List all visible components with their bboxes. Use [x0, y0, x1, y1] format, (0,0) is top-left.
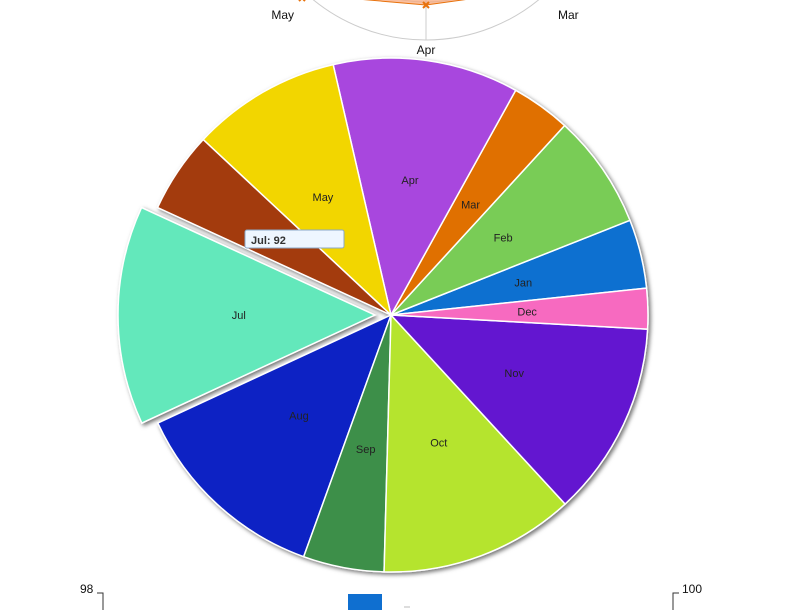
pie-slice-aug[interactable] — [156, 313, 393, 558]
pie-label-feb: Feb — [494, 233, 513, 245]
tooltip-box — [244, 229, 345, 249]
radar-point — [298, 0, 306, 2]
pie-slice-oct[interactable] — [383, 313, 567, 573]
gauge-max-label: 100 — [682, 582, 702, 596]
pie-label-dec: Dec — [517, 307, 537, 319]
gauge-left-tick — [97, 592, 104, 610]
gauge-min-label: 98 — [80, 582, 94, 596]
radar-point — [422, 1, 430, 9]
pie-label-jul: Jul — [232, 310, 246, 322]
pie-label-oct: Oct — [430, 438, 447, 450]
pie-label-may: May — [313, 192, 334, 204]
radar-chart: Mar Apr May — [271, 0, 579, 57]
radar-series-area — [362, 0, 466, 6]
pie-chart — [117, 57, 649, 573]
tooltip: Jul: 92 — [244, 229, 345, 249]
gauge-right-tick — [672, 592, 679, 610]
gauge-chart: 98 100 — [80, 582, 702, 610]
pie-slice-jun[interactable] — [156, 138, 392, 316]
pie-label-apr: Apr — [401, 175, 418, 187]
radar-axis-label: Mar — [558, 8, 579, 22]
pie-label-mar: Mar — [461, 199, 480, 211]
pie-label-sep: Sep — [356, 444, 376, 456]
pie-slice-jul[interactable] — [117, 206, 377, 425]
legend-swatch — [348, 594, 382, 610]
pie-slice-nov[interactable] — [389, 314, 649, 506]
radar-markers — [298, 0, 430, 9]
pie-slice-feb[interactable] — [390, 124, 631, 316]
tooltip-text: Jul: 92 — [251, 235, 286, 247]
pie-slice-may[interactable] — [202, 63, 393, 318]
pie-label-nov: Nov — [504, 368, 524, 380]
pie-label-aug: Aug — [289, 410, 309, 422]
radar-axis-label: Apr — [417, 43, 436, 57]
radar-axis-labels: Mar Apr May — [271, 8, 578, 57]
radar-axis-label: May — [271, 8, 294, 22]
pie-slice-dec[interactable] — [390, 287, 649, 330]
pie-slice-apr[interactable] — [332, 57, 517, 318]
pie-label-jan: Jan — [514, 277, 532, 289]
